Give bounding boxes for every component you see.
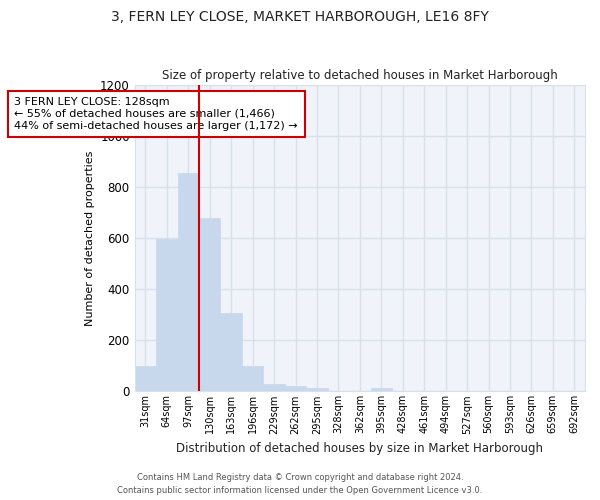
Text: 3 FERN LEY CLOSE: 128sqm
← 55% of detached houses are smaller (1,466)
44% of sem: 3 FERN LEY CLOSE: 128sqm ← 55% of detach… bbox=[14, 98, 298, 130]
Bar bbox=[156, 240, 178, 392]
Bar bbox=[178, 173, 199, 392]
Bar bbox=[285, 386, 306, 392]
X-axis label: Distribution of detached houses by size in Market Harborough: Distribution of detached houses by size … bbox=[176, 442, 544, 455]
Bar bbox=[306, 388, 328, 392]
Text: Contains HM Land Registry data © Crown copyright and database right 2024.
Contai: Contains HM Land Registry data © Crown c… bbox=[118, 474, 482, 495]
Bar bbox=[263, 384, 285, 392]
Bar bbox=[371, 388, 392, 392]
Bar bbox=[220, 314, 242, 392]
Bar bbox=[134, 366, 156, 392]
Title: Size of property relative to detached houses in Market Harborough: Size of property relative to detached ho… bbox=[162, 69, 558, 82]
Y-axis label: Number of detached properties: Number of detached properties bbox=[85, 150, 95, 326]
Bar bbox=[242, 366, 263, 392]
Bar bbox=[199, 218, 220, 392]
Text: 3, FERN LEY CLOSE, MARKET HARBOROUGH, LE16 8FY: 3, FERN LEY CLOSE, MARKET HARBOROUGH, LE… bbox=[111, 10, 489, 24]
